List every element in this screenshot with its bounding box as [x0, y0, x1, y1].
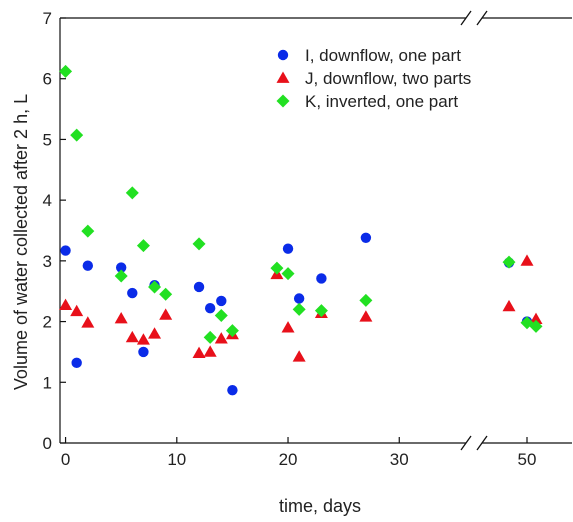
data-point-diamond	[114, 269, 128, 283]
data-point-diamond	[136, 239, 150, 253]
y-tick-label: 5	[43, 130, 52, 149]
data-point-diamond	[70, 128, 84, 142]
data-point-diamond	[502, 255, 516, 269]
data-point-triangle	[292, 350, 306, 362]
data-point-diamond	[270, 261, 284, 275]
data-point-circle	[293, 293, 305, 304]
y-tick-label: 7	[43, 9, 52, 28]
data-point-circle	[193, 281, 205, 293]
axis-break-mark-bottom	[460, 435, 472, 451]
data-point-diamond	[159, 287, 173, 301]
data-point-circle	[60, 245, 71, 256]
data-point-triangle	[359, 310, 373, 322]
data-point-circle	[360, 232, 372, 243]
data-point-diamond	[59, 64, 73, 78]
y-tick-label: 4	[43, 191, 52, 210]
legend-label: K, inverted, one part	[305, 92, 458, 111]
data-point-diamond	[192, 237, 206, 251]
data-point-circle	[115, 262, 127, 273]
data-point-circle	[138, 346, 149, 358]
y-tick-label: 0	[43, 434, 52, 453]
data-point-diamond	[81, 224, 95, 238]
legend-marker-diamond	[276, 94, 290, 108]
x-tick-label: 0	[61, 450, 70, 469]
legend-marker-circle	[277, 49, 289, 61]
data-point-circle	[127, 287, 138, 299]
data-point-diamond	[225, 324, 239, 338]
data-point-diamond	[125, 186, 139, 200]
y-tick-label: 6	[43, 70, 52, 89]
y-axis-label: Volume of water collected after 2 h, L	[11, 94, 31, 390]
data-point-triangle	[203, 345, 217, 357]
data-point-diamond	[529, 319, 543, 333]
data-point-circle	[216, 295, 227, 307]
legend-marker-triangle	[276, 71, 290, 83]
data-point-circle	[82, 260, 94, 271]
data-point-triangle	[125, 330, 139, 343]
data-point-circle	[71, 357, 82, 369]
data-point-diamond	[359, 293, 373, 307]
data-point-triangle	[281, 321, 295, 333]
data-point-triangle	[214, 332, 228, 344]
data-point-triangle	[114, 312, 128, 324]
data-point-triangle	[192, 346, 206, 359]
legend-label: J, downflow, two parts	[305, 69, 471, 88]
data-point-circle	[204, 303, 216, 314]
data-points	[59, 64, 543, 396]
data-point-triangle	[529, 312, 543, 325]
x-tick-label: 10	[167, 450, 186, 469]
y-tick-label: 3	[43, 252, 52, 271]
data-point-triangle	[136, 333, 150, 345]
x-tick-label: 50	[518, 450, 537, 469]
data-point-circle	[316, 273, 327, 284]
data-point-triangle	[159, 308, 173, 320]
legend-label: I, downflow, one part	[305, 46, 461, 65]
x-tick-label: 30	[390, 450, 409, 469]
data-point-triangle	[502, 299, 516, 312]
x-tick-label: 20	[279, 450, 298, 469]
data-point-diamond	[292, 302, 306, 316]
legend: I, downflow, one part J, downflow, two pa…	[276, 46, 471, 111]
data-point-diamond	[214, 309, 228, 322]
y-tick-label: 1	[43, 373, 52, 392]
data-point-triangle	[148, 327, 162, 339]
data-point-diamond	[148, 280, 162, 294]
data-point-triangle	[520, 254, 534, 266]
data-point-circle	[227, 384, 238, 396]
y-tick-label: 2	[43, 313, 52, 332]
chart-axes: 0 1 2 3 4 5 6 7 0 10 20 30 50	[43, 9, 572, 469]
axis-break-mark-top	[476, 10, 488, 26]
axis-break-mark-top	[460, 10, 472, 26]
data-point-triangle	[81, 316, 95, 328]
x-axis-label: time, days	[279, 496, 361, 516]
axis-break-mark-bottom	[476, 435, 488, 451]
data-point-diamond	[314, 304, 328, 318]
data-point-triangle	[59, 298, 73, 311]
data-point-diamond	[203, 330, 217, 344]
data-point-triangle	[70, 304, 84, 317]
data-point-diamond	[281, 267, 295, 281]
data-point-circle	[282, 243, 294, 254]
